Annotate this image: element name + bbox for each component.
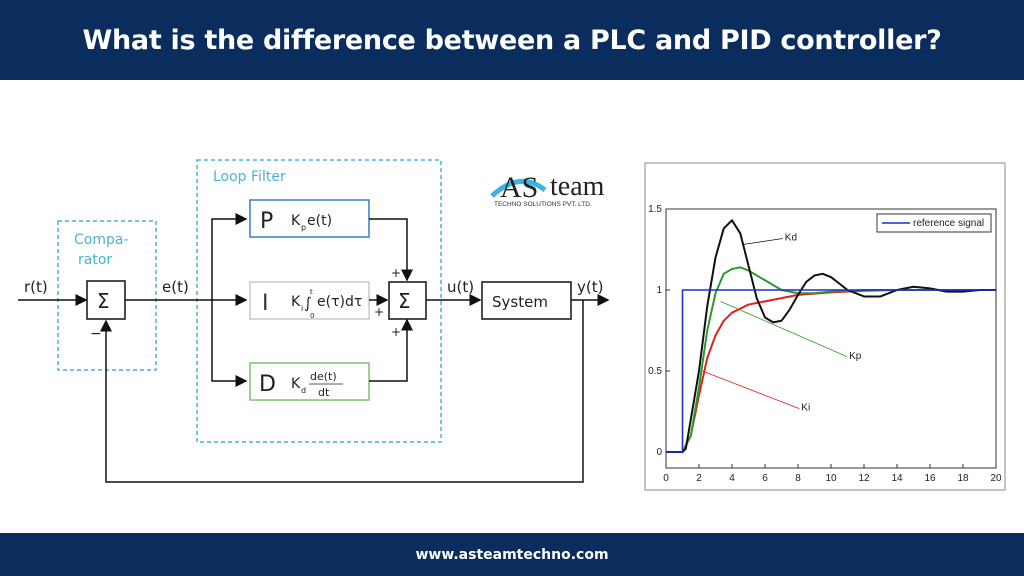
p-sub: p [301,223,306,232]
p-k: K [291,213,301,229]
p-expr: e(t) [307,213,332,229]
comparator-region [57,220,157,371]
annotation-leader [741,238,783,246]
x-tick-label: 14 [891,473,903,484]
plus-sign-p: + [391,266,401,280]
legend-entry: reference signal [913,218,984,229]
sum-sigma: Σ [398,289,411,313]
annotation-label: Kd [785,233,797,244]
error-signal-label: e(t) [162,278,189,296]
y-tick-label: 0 [656,447,662,458]
d-k: K [291,376,301,392]
output-signal-label: y(t) [577,278,603,296]
footer-banner: www.asteamtechno.com [0,533,1024,576]
i-sub: i [301,304,303,313]
annotation-label: Kp [849,351,862,362]
d-numerator: de(t) [310,370,337,383]
plot-area [665,208,997,469]
i-k: K [291,294,301,310]
series-line-reference-signal [666,289,996,453]
x-tick-label: 6 [762,473,768,484]
loop-filter-region [196,159,442,443]
legend: reference signal [876,213,992,233]
diagram-labels: Compa- rator Loop Filter r(t) e(t) u(t) … [24,169,603,399]
i-letter: I [262,291,269,316]
p-letter: P [260,209,273,234]
asteam-logo: AS team TECHNO SOLUTIONS PVT. LTD. [490,171,605,208]
title-banner: What is the difference between a PLC and… [0,0,1024,80]
comparator-label-2: rator [78,252,112,268]
minus-sign: − [90,326,102,342]
logo-tagline: TECHNO SOLUTIONS PVT. LTD. [494,201,592,208]
x-tick-label: 16 [924,473,936,484]
annotation-leader [702,370,800,410]
control-signal-label: u(t) [447,278,474,296]
y-tick-label: 0.5 [648,366,662,377]
annotation-label: Ki [801,403,810,414]
website-link[interactable]: www.asteamtechno.com [415,546,609,563]
d-sub: d [301,386,306,395]
pid-block-diagram [18,159,610,483]
logo-text-team: team [550,171,605,202]
i-upper: t [310,288,313,296]
system-label: System [492,293,548,311]
x-tick-label: 10 [825,473,837,484]
i-expr: e(τ)dτ [317,294,362,310]
x-tick-label: 4 [729,473,735,484]
x-tick-label: 0 [663,473,669,484]
plus-sign-d: + [391,325,401,339]
series-line-kp [666,266,996,453]
loop-filter-label: Loop Filter [213,169,286,185]
x-tick-label: 12 [858,473,870,484]
y-tick-label: 1 [656,285,662,296]
logo-text: AS [500,171,538,204]
comparator-label: Compa- [74,232,129,248]
integral-sign: ∫ [304,294,312,312]
annotation-leader [720,300,848,358]
page-title: What is the difference between a PLC and… [82,24,942,56]
x-tick-label: 20 [990,473,1002,484]
y-tick-label: 1.5 [648,204,662,215]
x-tick-label: 2 [696,473,702,484]
step-response-chart: 0 2 4 6 8 10 12 14 16 18 20 0 0.5 1 1.5 Kd Kp Ki referen… [644,162,1006,491]
x-tick-label: 8 [795,473,801,484]
logo-swoosh [490,178,547,198]
d-denominator: dt [318,386,330,399]
x-tick-label: 18 [957,473,969,484]
i-lower: 0 [310,312,314,320]
comparator-sigma: Σ [97,289,110,313]
plus-sign-i: + [374,305,384,319]
input-signal-label: r(t) [24,278,48,296]
series-line-kd [666,219,996,453]
d-letter: D [259,372,276,397]
